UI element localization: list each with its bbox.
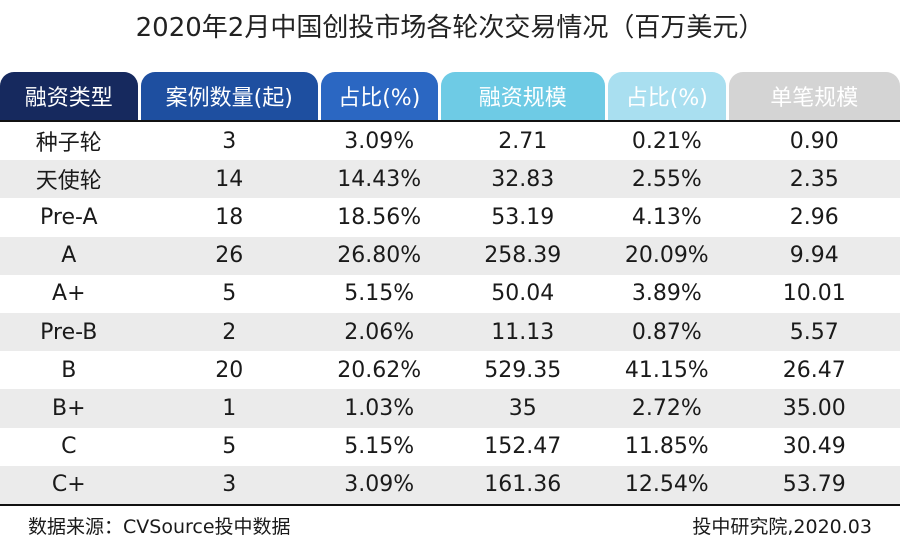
table-row: 种子轮 3 3.09% 2.71 0.21% 0.90 [0, 122, 900, 160]
table-cell: 3 [222, 472, 237, 498]
table-row: 天使轮 14 14.43% 32.83 2.55% 2.35 [0, 160, 900, 199]
table-cell: 1.03% [344, 395, 415, 421]
table-row: C+ 3 3.09% 161.36 12.54% 53.79 [0, 465, 900, 504]
table-cell: 18.56% [337, 204, 422, 230]
table-cell: 26.80% [337, 243, 422, 269]
table-cell: 1 [222, 395, 237, 421]
table-cell: 5.57 [789, 319, 839, 345]
table-cell: 3.09% [344, 128, 415, 154]
table-row: Pre-B 2 2.06% 11.13 0.87% 5.57 [0, 312, 900, 352]
table-cell: 11.13 [491, 319, 555, 345]
header-financing-type: 融资类型 [0, 72, 138, 120]
table-cell: 2.72% [631, 395, 702, 421]
table-cell: 0.87% [631, 319, 702, 345]
header-deal-count: 案例数量(起) [140, 72, 318, 120]
table-cell: 35.00 [782, 395, 846, 421]
table-cell: 32.83 [491, 166, 555, 192]
table-bottom-divider [0, 503, 900, 506]
table-cell: 9.94 [789, 243, 839, 269]
table-row: B 20 20.62% 529.35 41.15% 26.47 [0, 351, 900, 389]
page-title: 2020年2月中国创投市场各轮次交易情况（百万美元） [135, 13, 765, 43]
data-source-note: 数据来源：CVSource投中数据 [28, 516, 291, 538]
table-cell: 35 [508, 395, 537, 421]
table-cell: 152.47 [484, 434, 562, 460]
table-cell: Pre-B [40, 319, 98, 345]
table-cell: 20 [215, 357, 244, 383]
table-cell: 2.35 [789, 166, 839, 192]
table-cell: 258.39 [484, 243, 562, 269]
table-cell: B+ [52, 395, 86, 421]
table-cell: 2.55% [631, 166, 702, 192]
table-cell: 11.85% [624, 434, 709, 460]
table-cell: Pre-A [40, 204, 98, 230]
table-cell: 50.04 [491, 281, 555, 307]
table-cell: 3.09% [344, 472, 415, 498]
table-cell: 3.89% [631, 281, 702, 307]
table-row: A+ 5 5.15% 50.04 3.89% 10.01 [0, 275, 900, 313]
table-cell: 20.09% [624, 243, 709, 269]
table-cell: 12.54% [624, 472, 709, 498]
table-cell: 4.13% [631, 204, 702, 230]
transactions-table: 融资类型 案例数量(起) 占比(%) 融资规模 占比(%) 单笔规模 种子轮 3 3.09% 2… [0, 70, 900, 506]
table-header-row: 融资类型 案例数量(起) 占比(%) 融资规模 占比(%) 单笔规模 [0, 70, 900, 120]
header-size-share: 占比(%) [607, 72, 726, 120]
table-cell: 5 [222, 281, 237, 307]
table-cell: 20.62% [337, 357, 422, 383]
table-cell: 26.47 [782, 357, 846, 383]
table-row: C 5 5.15% 152.47 11.85% 30.49 [0, 428, 900, 466]
table-cell: A [61, 243, 77, 269]
table-cell: 种子轮 [35, 131, 102, 157]
table-cell: 10.01 [782, 281, 846, 307]
table-cell: C [61, 434, 77, 460]
table-cell: 53.19 [491, 204, 555, 230]
table-cell: 0.90 [789, 128, 839, 154]
table-cell: 2 [222, 319, 237, 345]
table-cell: C+ [51, 472, 86, 498]
header-financing-size: 融资规模 [440, 72, 605, 120]
table-cell: 2.96 [789, 204, 839, 230]
header-avg-deal-size: 单笔规模 [728, 72, 900, 120]
table-cell: B [61, 357, 77, 383]
publisher-credit: 投中研究院,2020.03 [692, 516, 872, 538]
table-cell: 2.71 [498, 128, 548, 154]
table-cell: 18 [215, 204, 244, 230]
table-top-divider [0, 120, 900, 122]
table-cell: 5 [222, 434, 237, 460]
table-cell: 161.36 [484, 472, 562, 498]
table-cell: 5.15% [344, 434, 415, 460]
table-row: Pre-A 18 18.56% 53.19 4.13% 2.96 [0, 198, 900, 236]
table-cell: 2.06% [344, 319, 415, 345]
header-count-share: 占比(%) [320, 72, 438, 120]
table-row: A 26 26.80% 258.39 20.09% 9.94 [0, 236, 900, 275]
table-cell: 53.79 [782, 472, 846, 498]
table-row: B+ 1 1.03% 35 2.72% 35.00 [0, 389, 900, 428]
table-cell: 26 [215, 243, 244, 269]
table-cell: 0.21% [631, 128, 702, 154]
table-cell: 5.15% [344, 281, 415, 307]
table-cell: 14 [215, 166, 244, 192]
table-cell: 41.15% [624, 357, 709, 383]
table-cell: A+ [52, 281, 86, 307]
table-cell: 3 [222, 128, 237, 154]
table-cell: 529.35 [484, 357, 562, 383]
table-cell: 30.49 [782, 434, 846, 460]
table-cell: 天使轮 [35, 169, 102, 195]
footer: 数据来源：CVSource投中数据 投中研究院,2020.03 [0, 508, 900, 538]
table-cell: 14.43% [337, 166, 422, 192]
table-body: 种子轮 3 3.09% 2.71 0.21% 0.90 天使轮 14 14.43% 32.83 2.… [0, 122, 900, 504]
